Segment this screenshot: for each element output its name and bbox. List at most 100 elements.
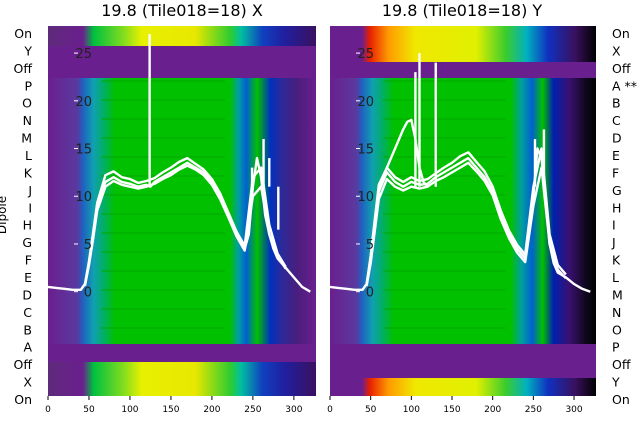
- overlay-tick-label: 20: [75, 95, 92, 110]
- on-row-bottom-x: [48, 362, 316, 396]
- overlay-tick-label: 10: [75, 190, 92, 205]
- row-stripe: [383, 308, 506, 310]
- row-label-x-17: B: [23, 322, 32, 337]
- y-axis-title: Dipole: [0, 196, 9, 234]
- row-label-x-12: G: [22, 235, 32, 250]
- x-tick-label: 250: [244, 405, 261, 415]
- overlay-line-1: [83, 164, 287, 287]
- stripes-x: [101, 80, 225, 329]
- row-stripe: [383, 251, 506, 253]
- x-tick-label: 300: [285, 405, 302, 415]
- heatmap-panel-y: 0 5 10 15 20 25: [329, 26, 596, 396]
- overlay-tick-label: 10: [357, 190, 374, 205]
- row-stripe: [101, 137, 225, 139]
- row-label-x-19: Off: [14, 357, 33, 372]
- row-label-y-1: X: [612, 43, 621, 58]
- row-label-x-8: K: [24, 165, 33, 180]
- row-stripe: [101, 194, 225, 196]
- overlay-line-1: [377, 118, 429, 192]
- panel-title-x: 19.8 (Tile018=18) X: [101, 1, 263, 20]
- row-label-y-9: G: [612, 183, 622, 198]
- row-stripe: [101, 270, 225, 272]
- overlay-tick-label: 25: [75, 47, 92, 62]
- row-label-x-15: D: [22, 287, 32, 302]
- on-row-top-x: [48, 26, 316, 46]
- row-label-x-13: F: [25, 253, 32, 268]
- row-label-y-19: Off: [612, 357, 631, 372]
- row-label-x-18: A: [23, 340, 32, 355]
- overlay-ticks-x: 0 5 10 15 20 25: [74, 47, 92, 301]
- row-label-y-20: Y: [611, 375, 620, 390]
- x-axis-ticks-x: 0 50 100 150 200 250 300: [45, 396, 303, 415]
- row-stripe: [383, 156, 506, 158]
- row-label-x-21: On: [14, 392, 32, 407]
- row-label-y-5: C: [612, 113, 621, 128]
- x-tick-label: 200: [484, 405, 501, 415]
- row-label-x-6: M: [21, 131, 32, 146]
- overlay-lines-y: [329, 53, 591, 293]
- row-stripe: [101, 118, 225, 120]
- overlay-tick-label: 15: [357, 143, 374, 158]
- row-label-x-5: N: [23, 113, 32, 128]
- tile-body-x: [48, 78, 316, 344]
- row-label-x-10: I: [28, 200, 32, 215]
- row-label-y-7: E: [612, 148, 620, 163]
- x-tick-label: 200: [203, 405, 220, 415]
- x-tick-label: 150: [443, 405, 460, 415]
- row-stripe: [383, 213, 506, 215]
- row-stripe: [383, 118, 506, 120]
- row-label-y-6: D: [612, 131, 622, 146]
- overlay-tick-label: 0: [366, 286, 374, 301]
- row-label-y-12: J: [611, 235, 616, 250]
- overlay-tick-label: 5: [84, 238, 92, 253]
- panel-title-y: 19.8 (Tile018=18) Y: [382, 1, 543, 20]
- row-label-y-21: On: [612, 392, 630, 407]
- row-stripe: [101, 251, 225, 253]
- x-tick-label: 0: [45, 405, 51, 415]
- overlay-line-2: [83, 156, 287, 286]
- row-label-y-8: F: [612, 165, 619, 180]
- overlay-line-3: [365, 147, 567, 286]
- on-row-top-y: [330, 26, 596, 62]
- tile-body-y: [330, 78, 596, 344]
- overlay-lines-x: [47, 34, 311, 293]
- x-axis-ticks-y: 0 50 100 150 200 250 300: [327, 396, 583, 415]
- x-tick-label: 50: [83, 405, 95, 415]
- row-stripe: [383, 270, 506, 272]
- x-tick-label: 150: [162, 405, 179, 415]
- row-label-x-2: Off: [14, 61, 33, 76]
- row-label-x-20: X: [23, 375, 32, 390]
- row-label-y-11: I: [612, 218, 616, 233]
- heatmap-panel-x: 0 5 10 15 20 25: [47, 26, 316, 396]
- row-label-y-4: B: [612, 96, 621, 111]
- row-label-x-9: J: [27, 183, 32, 198]
- row-stripe: [383, 99, 506, 101]
- row-label-y-13: K: [612, 253, 621, 268]
- row-stripe: [101, 80, 225, 82]
- row-stripe: [101, 308, 225, 310]
- overlay-tick-label: 15: [75, 143, 92, 158]
- row-stripe: [383, 80, 506, 82]
- overlay-tick-label: 25: [357, 47, 374, 62]
- row-label-x-1: Y: [23, 43, 32, 58]
- overlay-ticks-y: 0 5 10 15 20 25: [356, 47, 374, 301]
- row-label-y-10: H: [612, 200, 621, 215]
- row-stripe: [383, 289, 506, 291]
- row-label-y-15: M: [612, 287, 623, 302]
- row-label-y-3: A **: [612, 78, 637, 93]
- row-label-y-17: O: [612, 322, 622, 337]
- row-stripe: [383, 232, 506, 234]
- x-tick-label: 50: [365, 405, 377, 415]
- row-label-y-2: Off: [612, 61, 631, 76]
- row-stripe: [101, 99, 225, 101]
- row-stripe: [383, 137, 506, 139]
- row-label-y-14: L: [612, 270, 619, 285]
- overlay-tick-label: 20: [357, 95, 374, 110]
- overlay-tick-label: 0: [84, 286, 92, 301]
- x-tick-label: 300: [565, 405, 582, 415]
- row-label-y-18: P: [612, 340, 620, 355]
- stripes-y: [383, 80, 506, 329]
- x-tick-label: 100: [403, 405, 420, 415]
